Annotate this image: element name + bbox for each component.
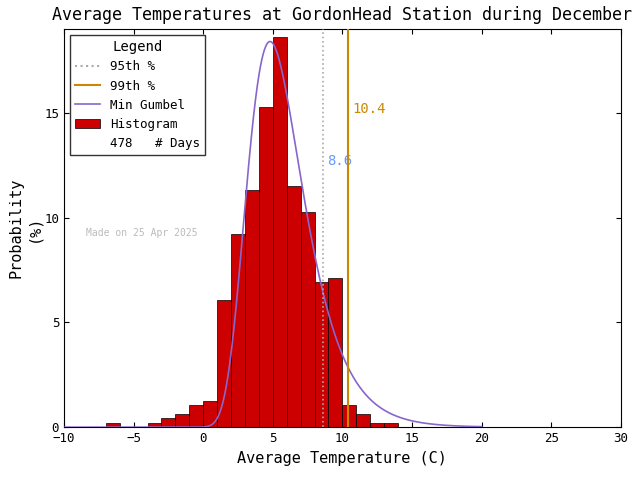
Bar (384, 423, 398, 427)
Bar (204, 401, 217, 427)
Bar (315, 282, 328, 427)
Bar (342, 405, 356, 427)
Bar (147, 423, 161, 427)
X-axis label: Average Temperature (C): Average Temperature (C) (237, 451, 447, 466)
Text: 10.4: 10.4 (352, 102, 386, 116)
Bar (245, 190, 259, 427)
Bar (231, 234, 245, 427)
Bar (259, 107, 273, 427)
Title: Average Temperatures at GordonHead Station during December: Average Temperatures at GordonHead Stati… (52, 6, 632, 24)
Y-axis label: Probability
(%): Probability (%) (9, 178, 42, 278)
Bar (106, 423, 120, 427)
Legend: 95th %, 99th %, Min Gumbel, Histogram, 478   # Days: 95th %, 99th %, Min Gumbel, Histogram, 4… (70, 35, 205, 156)
Bar (370, 423, 384, 427)
Bar (217, 300, 231, 427)
Bar (161, 419, 175, 427)
Text: 8.6: 8.6 (327, 154, 352, 168)
Text: Made on 25 Apr 2025: Made on 25 Apr 2025 (86, 228, 198, 238)
Bar (273, 37, 287, 427)
Bar (356, 414, 370, 427)
Bar (301, 212, 315, 427)
Bar (175, 414, 189, 427)
Bar (328, 278, 342, 427)
Bar (287, 186, 301, 427)
Bar (189, 405, 204, 427)
